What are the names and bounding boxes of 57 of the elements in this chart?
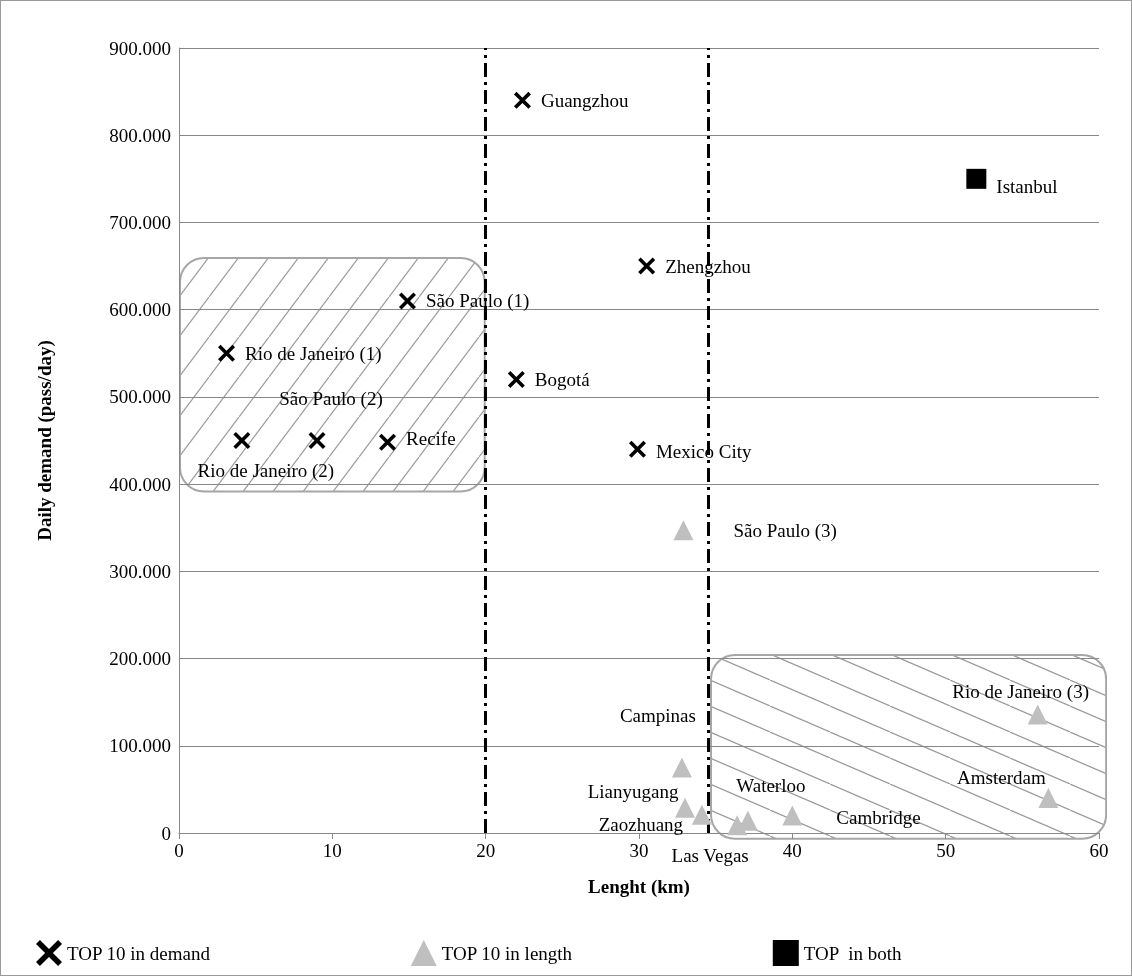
annotation: Zhengzhou (665, 255, 752, 277)
annotation: São Paulo (2) (279, 388, 383, 410)
annotation: Amsterdam (957, 766, 1046, 788)
x-tick-label: 40 (782, 840, 802, 861)
x-axis-title: Lenght (km) (588, 876, 690, 898)
annotation: Cambridge (836, 807, 921, 829)
x-tick-label: 50 (936, 840, 956, 861)
x-tick-label: 30 (629, 840, 649, 861)
y-tick-label: 700.000 (109, 211, 171, 233)
point (233, 432, 251, 449)
point (218, 344, 236, 362)
annotation: Rio de Janeiro (1) (245, 342, 382, 365)
point (507, 370, 525, 388)
x-tick-label: 60 (1089, 840, 1109, 861)
y-tick-label: 200.000 (109, 648, 171, 670)
annotation: São Paulo (3) (733, 519, 837, 542)
y-tick-label: 400.000 (109, 473, 171, 495)
annotation: Las Vegas (671, 844, 749, 866)
annotation: Recife (406, 427, 456, 449)
y-tick-label: 300.000 (109, 560, 171, 582)
point (513, 91, 531, 109)
y-tick-label: 800.000 (109, 124, 171, 146)
point (308, 432, 326, 449)
point (671, 757, 692, 778)
y-tick-label: 0 (161, 822, 171, 844)
annotation: Campinas (619, 705, 696, 727)
point (966, 168, 987, 189)
y-tick-label: 100.000 (109, 735, 171, 757)
point (1038, 788, 1059, 809)
legend-label: TOP 10 in length (441, 942, 573, 964)
annotation: Waterloo (736, 775, 806, 797)
annotation: São Paulo (1) (425, 290, 530, 313)
x-tick-label: 10 (322, 840, 342, 861)
point (628, 440, 646, 458)
y-tick-label: 600.000 (109, 299, 171, 321)
point (638, 257, 656, 275)
legend-label: TOP in both (803, 942, 902, 964)
point (782, 805, 803, 826)
annotation: Bogotá (534, 368, 591, 390)
annotation: Istanbul (996, 176, 1058, 198)
annotation: Rio de Janeiro (2) (197, 460, 335, 482)
x-tick-label: 0 (174, 840, 184, 861)
point (398, 292, 416, 310)
x-tick-label: 20 (476, 840, 496, 861)
y-axis-title: Daily demand (pass/day) (34, 340, 56, 541)
point (1027, 704, 1048, 725)
point (691, 804, 712, 825)
point (673, 520, 694, 541)
legend-label: TOP 10 in demand (67, 942, 211, 964)
point (379, 433, 397, 451)
annotation: Guangzhou (540, 89, 630, 111)
annotation: Mexico City (655, 440, 752, 462)
y-tick-label: 900.000 (109, 37, 171, 59)
annotation: Zaozhuang (598, 814, 684, 836)
annotation: Rio de Janeiro (3) (952, 680, 1089, 703)
y-tick-label: 500.000 (109, 386, 171, 408)
annotation: Lianyugang (587, 781, 679, 803)
